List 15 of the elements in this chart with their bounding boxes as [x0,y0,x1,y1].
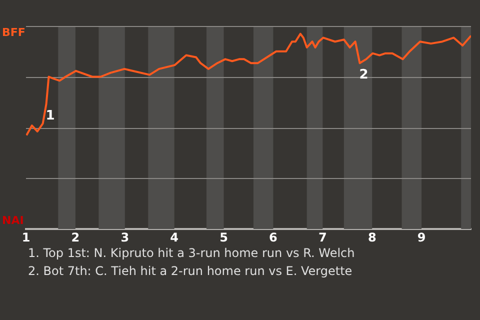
annotation: 1 [46,108,55,124]
x-tick-label: 4 [170,230,179,244]
annotation: BFF [2,26,26,39]
text: 1. Top 1st: N. Kipruto hit a 3-run home run vs R. Welch [28,245,355,262]
x-tick-label: 6 [269,230,278,244]
x-tick-label: 1 [22,230,30,244]
x-tick-label: 8 [368,230,376,244]
annotation: 2 [359,67,368,82]
text: 2. Bot 7th: C. Tieh hit a 2-run home run vs E. Vergette [28,263,354,280]
x-tick-label: 3 [120,230,130,244]
x-tick-label: 9 [417,230,426,244]
x-tick-label: 7 [318,230,327,244]
x-tick-label: 2 [71,230,80,244]
text: NAI [2,214,24,227]
x-tick-label: 5 [220,230,228,244]
